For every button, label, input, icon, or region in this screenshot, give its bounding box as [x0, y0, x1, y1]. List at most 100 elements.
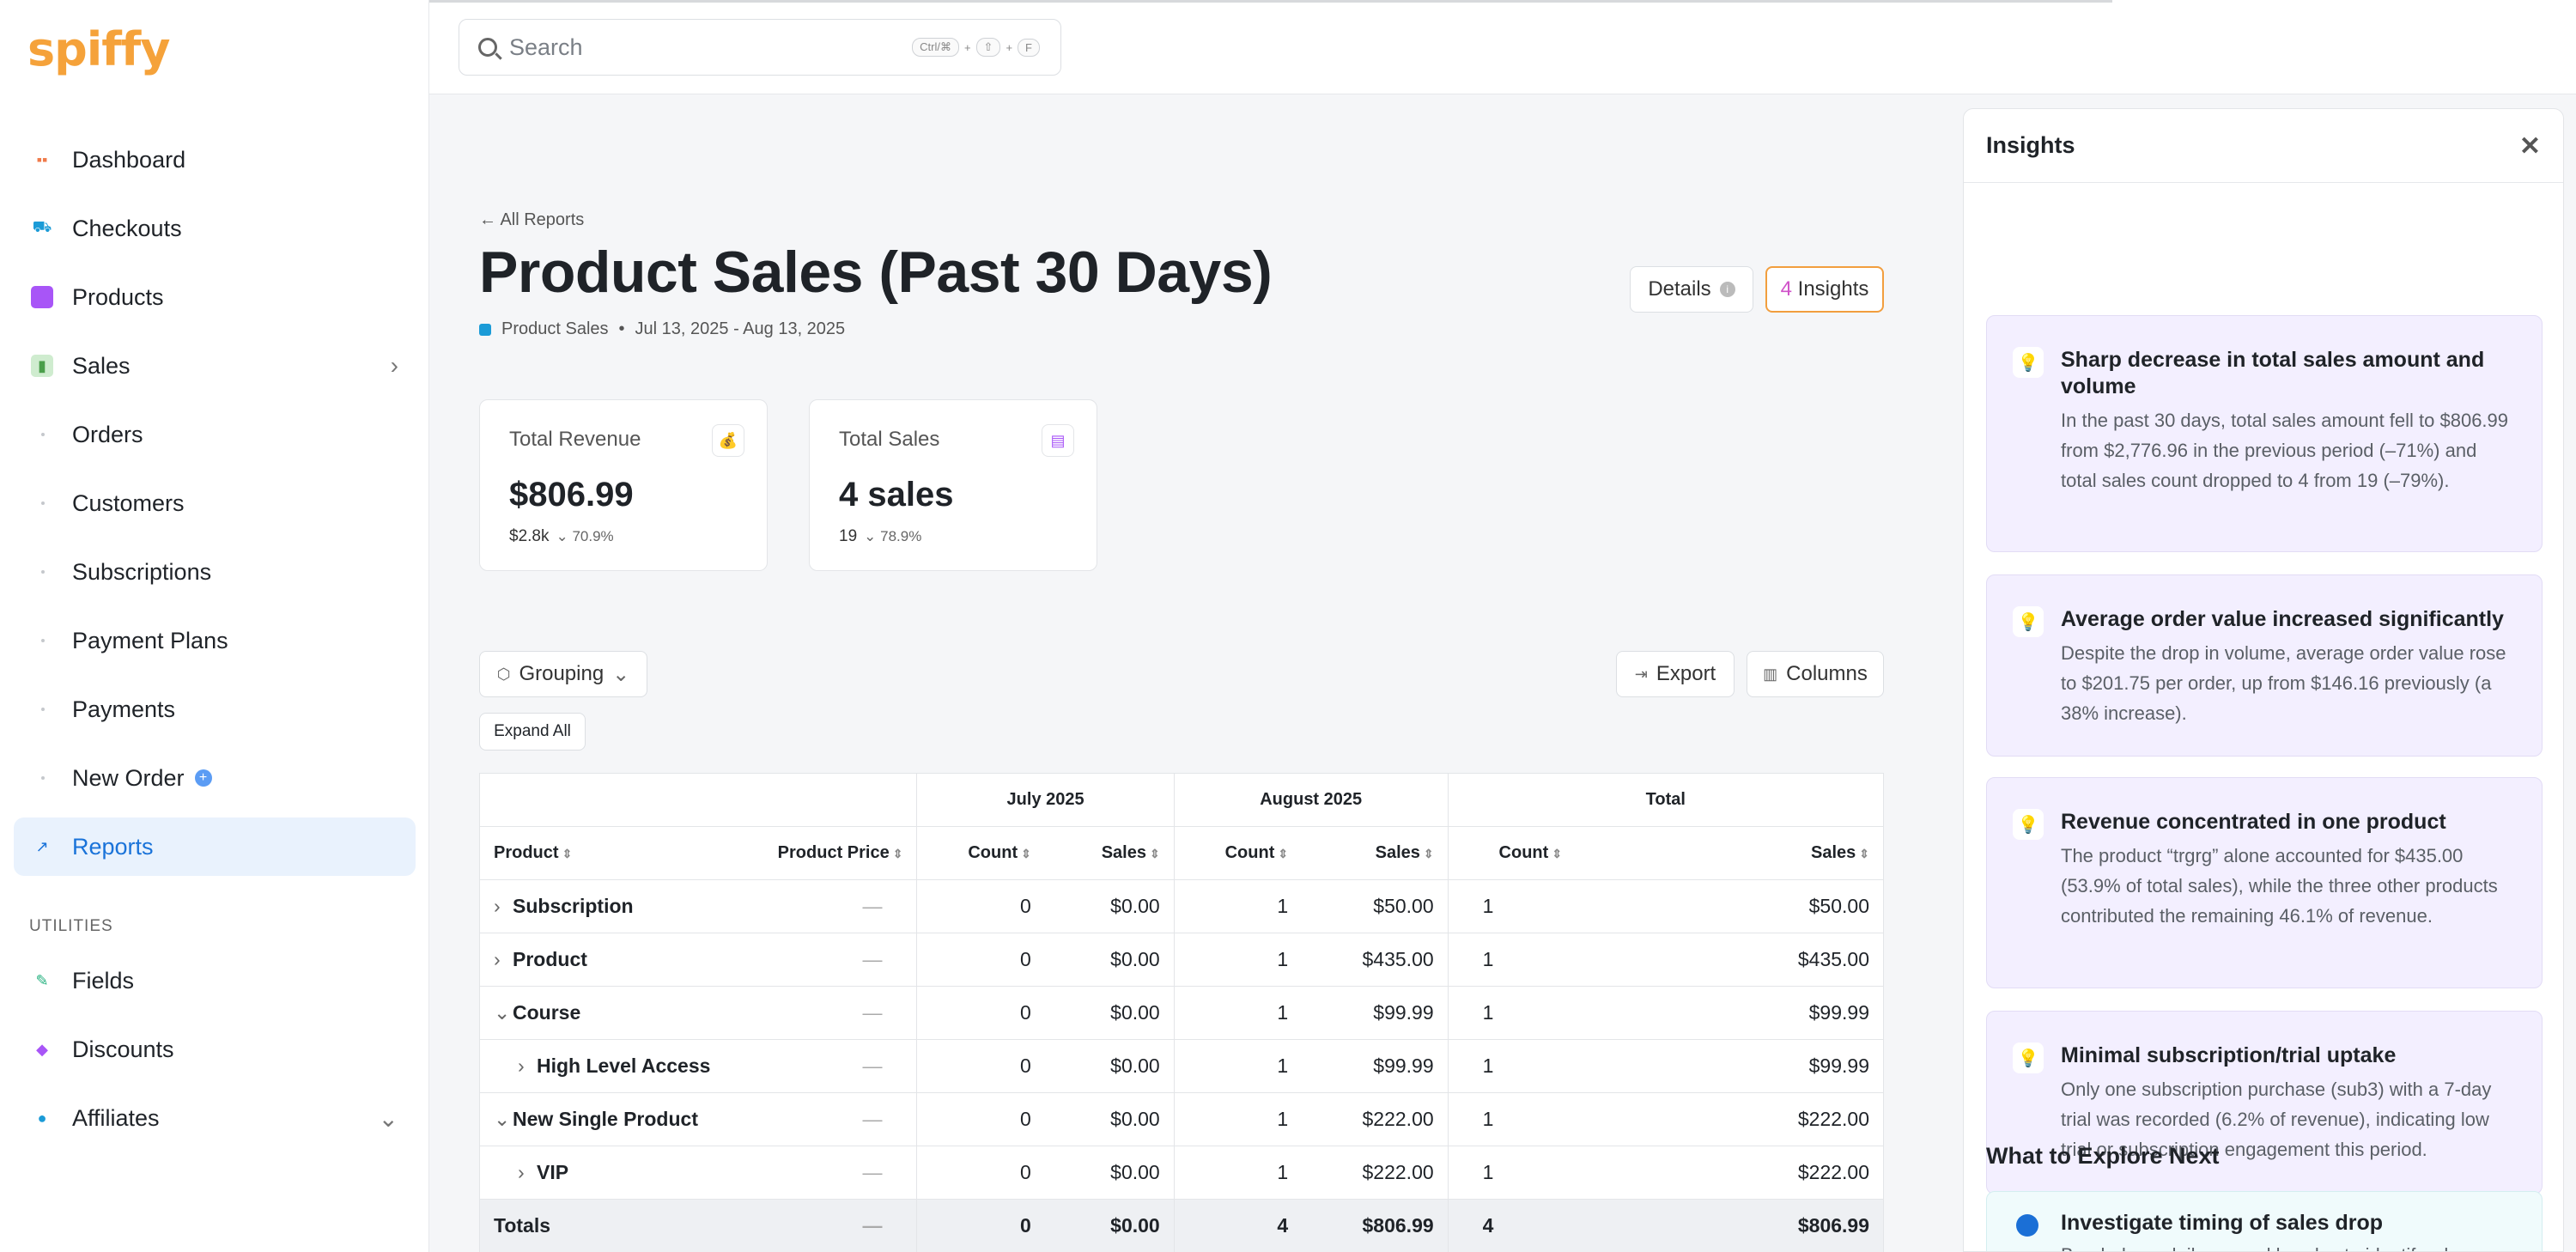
chevron-right-icon[interactable]: › [518, 1161, 525, 1183]
august-count: 1 [1173, 933, 1303, 987]
sidebar-item-products[interactable]: Products [14, 268, 416, 326]
export-button[interactable]: ⇥ Export [1616, 651, 1735, 697]
product-name: Subscription [513, 895, 634, 917]
receipt-icon: ▮ [31, 355, 53, 377]
card-value: 4 sales [839, 476, 954, 514]
column-header-count[interactable]: Count ⇕ [1447, 826, 1577, 880]
back-link[interactable]: ← All Reports [479, 210, 585, 229]
columns-button[interactable]: ▥ Columns [1747, 651, 1884, 697]
sidebar-item-fields[interactable]: ✎ Fields [14, 951, 416, 1010]
grouping-dropdown[interactable]: ⬡ Grouping ⌄ [479, 651, 647, 697]
cube-icon: ⬡ [496, 665, 511, 683]
box-icon [31, 286, 53, 308]
table-row[interactable]: › Subscription —0 $0.00 1 $50.00 1 $50.00 [479, 879, 1884, 933]
sort-icon: ⇕ [1278, 847, 1289, 860]
details-label: Details [1648, 277, 1711, 301]
chevron-right-icon[interactable]: › [518, 1054, 525, 1077]
sidebar-item-sales[interactable]: ▮ Sales › [14, 337, 416, 395]
july-sales: $0.00 [1044, 986, 1175, 1040]
shortcut-key: ⇧ [975, 38, 1001, 57]
sidebar-item-customers[interactable]: Customers [14, 474, 416, 532]
card-label: Total Revenue [509, 428, 641, 451]
chevron-right-icon[interactable]: › [390, 352, 398, 379]
august-sales: $99.99 [1302, 1039, 1449, 1093]
top-progress-line [429, 0, 2112, 3]
plus-icon: + [194, 769, 212, 787]
sidebar-item-label: Sales [72, 352, 131, 379]
report-type-icon [479, 323, 491, 336]
explore-item[interactable]: Investigate timing of sales drop Break d… [1986, 1191, 2543, 1251]
table-row[interactable]: ⌄ Course —0 $0.00 1 $99.99 1 $99.99 [479, 986, 1884, 1040]
column-header-price[interactable]: Product Price ⇕ [729, 826, 917, 880]
insight-card[interactable]: 💡 Minimal subscription/trial uptake Only o… [1986, 1011, 2543, 1194]
sidebar-item-reports[interactable]: ↗ Reports [14, 817, 416, 876]
insights-button[interactable]: 4 Insights [1765, 266, 1884, 313]
sidebar-item-discounts[interactable]: ◆ Discounts [14, 1020, 416, 1079]
july-sales: $0.00 [1044, 1039, 1175, 1093]
lightbulb-icon: 💡 [2013, 1042, 2044, 1073]
close-icon[interactable]: ✕ [2518, 132, 2541, 161]
search-placeholder: Search [509, 33, 583, 60]
keyboard-shortcut: Ctrl/⌘ + ⇧ + F [912, 38, 1040, 57]
table-row[interactable]: › High Level Access —0 $0.00 1 $99.99 1 $99.99 [479, 1039, 1884, 1093]
sidebar-item-label: Discounts [72, 1036, 174, 1062]
july-count: 0 [916, 933, 1045, 987]
sidebar-item-checkouts[interactable]: ⛟ Checkouts [14, 199, 416, 258]
header-label: Sales [1101, 843, 1146, 862]
insight-card[interactable]: 💡 Average order value increased significa… [1986, 574, 2543, 757]
column-header-sales[interactable]: Sales ⇕ [1576, 826, 1884, 880]
table-row[interactable]: › Product —0 $0.00 1 $435.00 1 $435.00 [479, 933, 1884, 987]
expand-all-button[interactable]: Expand All [479, 713, 586, 751]
sidebar-item-payment-plans[interactable]: Payment Plans [14, 611, 416, 670]
card-label: Total Sales [839, 428, 940, 451]
table-row[interactable]: ⌄ New Single Product —0 $0.00 1 $222.00 1 $222.… [479, 1092, 1884, 1146]
august-count: 1 [1173, 1146, 1303, 1200]
chevron-down-icon[interactable]: ⌄ [494, 1001, 511, 1024]
august-count: 1 [1173, 1092, 1303, 1146]
sidebar-item-dashboard[interactable]: ▪▪ Dashboard [14, 131, 416, 189]
sidebar-item-orders[interactable]: Orders [14, 405, 416, 464]
sidebar-item-new-order[interactable]: New Order + [14, 749, 416, 807]
product-cell: ⌄ Course [479, 986, 730, 1040]
sidebar-item-payments[interactable]: Payments [14, 680, 416, 738]
compass-icon [2016, 1214, 2038, 1237]
table-row[interactable]: › VIP —0 $0.00 1 $222.00 1 $222.00 [479, 1146, 1884, 1200]
separator-dot: • [618, 319, 625, 338]
column-header-sales[interactable]: Sales ⇕ [1302, 826, 1449, 880]
sidebar-item-label: Reports [72, 833, 154, 860]
insights-panel-header: Insights ✕ [1964, 109, 2563, 183]
columns-icon: ▥ [1763, 665, 1778, 683]
insight-card[interactable]: 💡 Sharp decrease in total sales amount an… [1986, 315, 2543, 552]
product-price: — [729, 1092, 917, 1146]
product-cell: › VIP [479, 1146, 730, 1200]
shortcut-key: F [1018, 38, 1040, 57]
column-header-count[interactable]: Count ⇕ [1173, 826, 1303, 880]
insight-card[interactable]: 💡 Revenue concentrated in one product The … [1986, 777, 2543, 988]
sidebar-item-subscriptions[interactable]: Subscriptions [14, 543, 416, 601]
column-header-product[interactable]: Product ⇕ [479, 826, 730, 880]
chevron-down-icon[interactable]: ⌄ [494, 1108, 511, 1130]
columns-label: Columns [1786, 662, 1868, 685]
change-percent: ⌄ 70.9% [556, 528, 614, 544]
page-title: Product Sales (Past 30 Days) [479, 240, 1273, 305]
chevron-right-icon[interactable]: › [494, 948, 501, 970]
column-header-sales[interactable]: Sales ⇕ [1044, 826, 1175, 880]
july-sales: $0.00 [1044, 1146, 1175, 1200]
logo[interactable]: spiffy [27, 22, 170, 76]
chevron-down-icon[interactable]: ⌄ [378, 1104, 398, 1132]
insight-title: Average order value increased significan… [2061, 607, 2504, 631]
august-sales: $806.99 [1302, 1199, 1449, 1252]
chevron-right-icon[interactable]: › [494, 895, 501, 917]
product-price: — [729, 933, 917, 987]
search-input[interactable]: Search Ctrl/⌘ + ⇧ + F [459, 19, 1061, 76]
card-value: $806.99 [509, 476, 634, 514]
group-header: August 2025 [1173, 773, 1449, 827]
product-name: New Single Product [513, 1108, 698, 1130]
details-button[interactable]: Details i [1630, 266, 1753, 313]
column-header-count[interactable]: Count ⇕ [916, 826, 1045, 880]
sidebar-item-affiliates[interactable]: ● Affiliates ⌄ [14, 1089, 416, 1147]
chevron-down-icon: ⌄ [612, 662, 630, 686]
product-name: Totals [479, 1199, 730, 1252]
july-sales: $0.00 [1044, 1199, 1175, 1252]
lightbulb-icon: 💡 [2013, 606, 2044, 637]
